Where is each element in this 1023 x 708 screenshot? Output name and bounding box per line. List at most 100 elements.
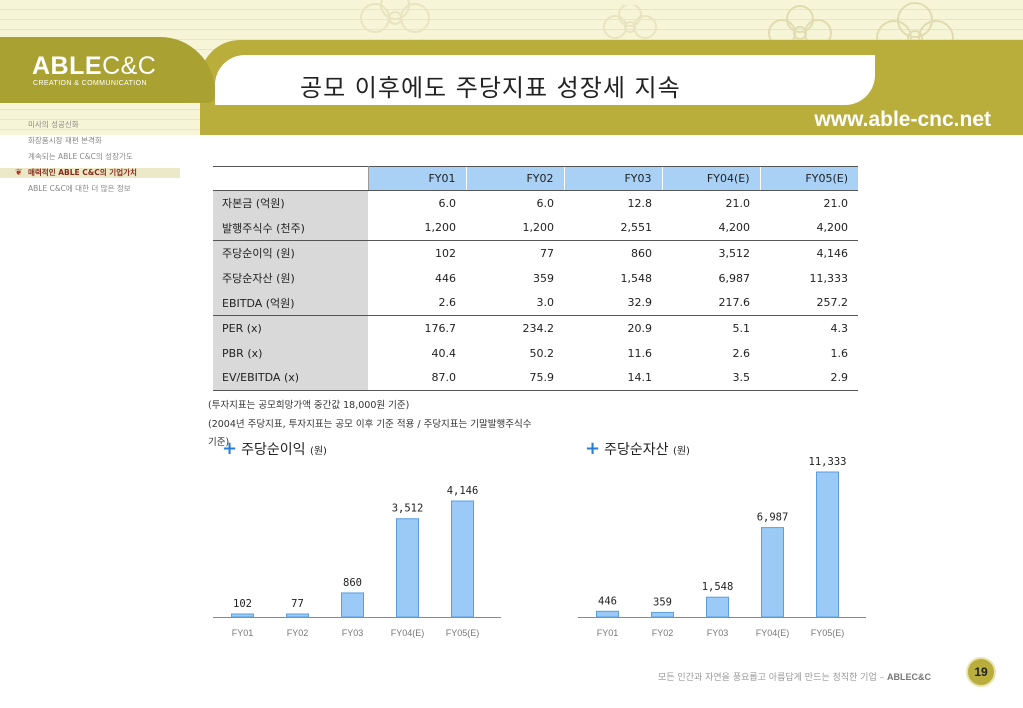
data-label: 446 [598, 595, 617, 607]
row-label: 주당순자산 (원) [213, 265, 368, 291]
x-tick-label: FY02 [652, 628, 674, 638]
data-label: 77 [291, 598, 304, 610]
data-label: 4,146 [447, 485, 479, 497]
table-cell: 234.2 [522, 321, 555, 335]
sidebar-item-growth[interactable]: 계속되는 ABLE C&C의 성장가도 [28, 152, 133, 161]
bar-FY01 [231, 613, 254, 618]
x-tick-label: FY01 [232, 628, 254, 638]
column-header: FY01 [368, 166, 466, 191]
table-cell: 20.9 [627, 321, 653, 335]
sidebar-item-market-restructure[interactable]: 화장품시장 재편 본격화 [28, 136, 102, 145]
table-cell: 217.6 [662, 290, 760, 316]
bar-FY01 [596, 610, 619, 618]
sidebar-item-success-story[interactable]: 미사의 성공신화 [28, 120, 79, 129]
table-cell: 1,200 [466, 215, 564, 241]
data-label: 1,548 [702, 581, 734, 593]
bar-FY04(E) [396, 518, 419, 618]
bar-FY05(E) [816, 471, 839, 618]
eps-chart-title: + 주당순이익 (원) [222, 438, 327, 459]
table-cell: 32.9 [564, 290, 662, 316]
table-cell: 87.0 [368, 365, 466, 391]
bps-chart-title: + 주당순자산 (원) [585, 438, 690, 459]
bar-FY04(E) [761, 527, 784, 618]
x-tick-label: FY05(E) [446, 628, 480, 638]
sidebar-nav: 미사의 성공신화 화장품시장 재편 본격화 계속되는 ABLE C&C의 성장가… [0, 117, 180, 197]
table-cell: 2.9 [760, 365, 858, 391]
table-corner-cell [213, 166, 369, 191]
plus-icon: + [585, 438, 601, 459]
table-cell: 860 [631, 246, 652, 260]
table-row: 발행주식수 (천주) 1,200 1,200 2,551 4,200 4,200 [213, 215, 858, 241]
table-cell: 11.6 [627, 346, 653, 360]
data-label: 359 [653, 596, 672, 608]
column-header: FY04(E) [661, 166, 760, 191]
flower-decoration [603, 5, 657, 39]
logo-background [0, 37, 215, 103]
page-number-badge: 19 [966, 657, 996, 687]
data-label: 6,987 [757, 512, 789, 524]
eps-bar-chart: 102 FY01 77 FY02 860 FY03 3,512 FY04(E) 4,146 FY0… [213, 485, 501, 638]
table-cell: 77 [540, 246, 554, 260]
table-cell: 1,200 [368, 215, 466, 241]
data-label: 11,333 [809, 456, 847, 468]
data-label: 3,512 [392, 503, 424, 515]
row-label: 발행주식수 (천주) [213, 215, 368, 241]
bar-FY03 [706, 596, 729, 618]
table-cell: 176.7 [424, 321, 457, 335]
table-cell: 359 [533, 271, 554, 285]
sidebar-item-more-info[interactable]: ABLE C&C에 대한 더 많은 정보 [28, 184, 131, 193]
website-link[interactable]: www.able-cnc.net [814, 108, 991, 131]
table-cell: 21.0 [725, 196, 751, 210]
row-label: 주당순이익 (원) [213, 240, 368, 266]
sidebar-item-corporate-value[interactable]: 매력적인 ABLE C&C의 기업가치 [0, 165, 180, 181]
table-cell: 6.0 [438, 196, 457, 210]
logo-tagline: CREATION & COMMUNICATION [33, 80, 147, 87]
table-cell: 4,200 [760, 215, 858, 241]
table-cell: 14.1 [564, 365, 662, 391]
table-row: PBR (x) 40.4 50.2 11.6 2.6 1.6 [213, 340, 858, 366]
plus-icon: + [222, 438, 238, 459]
table-cell: 4,146 [816, 246, 849, 260]
table-cell: 102 [435, 246, 456, 260]
row-label: 자본금 (억원) [213, 190, 368, 216]
table-cell: 11,333 [809, 271, 849, 285]
bps-bar-chart: 446 FY01 359 FY02 1,548 FY03 6,987 FY04(E) 11,33… [578, 456, 866, 638]
note-line: (투자지표는 공모희망가액 중간값 18,000원 기준) [208, 400, 410, 411]
row-label: PER (x) [213, 315, 368, 341]
footer-tagline: 모든 인간과 자연을 풍요롭고 아름답게 만드는 정직한 기업 – ABLEC&… [658, 672, 931, 683]
row-label: EBITDA (억원) [213, 290, 368, 316]
bar-FY05(E) [451, 500, 474, 618]
x-tick-label: FY05(E) [811, 628, 845, 638]
table-cell: 4.3 [830, 321, 849, 335]
table-cell: 12.8 [627, 196, 653, 210]
table-cell: 1.6 [830, 346, 849, 360]
bar-FY02 [286, 613, 309, 618]
table-row: EBITDA (억원) 2.6 3.0 32.9 217.6 257.2 [213, 290, 858, 316]
table-cell: 2,551 [564, 215, 662, 241]
bar-FY02 [651, 611, 674, 618]
table-cell: 40.4 [431, 346, 457, 360]
table-cell: 257.2 [760, 290, 858, 316]
table-cell: 2.6 [368, 290, 466, 316]
table-row: PER (x) 176.7 234.2 20.9 5.1 4.3 [213, 315, 858, 341]
x-tick-label: FY03 [707, 628, 729, 638]
x-tick-label: FY02 [287, 628, 309, 638]
flower-decoration [360, 0, 430, 33]
note-line: (2004년 주당지표, 투자지표는 공모 이후 기준 적용 / 주당지표는 기… [208, 419, 532, 430]
page-title: 공모 이후에도 주당지표 성장세 지속 [300, 74, 681, 102]
x-tick-label: FY04(E) [391, 628, 425, 638]
financial-indicators-table: FY01 FY02 FY03 FY04(E) FY05(E) 자본금 (억원) … [213, 166, 858, 391]
x-tick-label: FY03 [342, 628, 364, 638]
data-label: 102 [233, 598, 252, 610]
table-cell: 6,987 [718, 271, 751, 285]
table-cell: 75.9 [466, 365, 564, 391]
table-cell: 3,512 [718, 246, 751, 260]
table-row: 자본금 (억원) 6.0 6.0 12.8 21.0 21.0 [213, 190, 858, 216]
table-cell: 50.2 [529, 346, 555, 360]
note-line: 기준) [208, 437, 230, 448]
row-label: EV/EBITDA (x) [213, 365, 368, 391]
table-cell: 1,548 [620, 271, 653, 285]
table-row: 주당순자산 (원) 446 359 1,548 6,987 11,333 [213, 265, 858, 291]
company-logo[interactable]: ABLEC&C [32, 52, 157, 80]
x-tick-label: FY04(E) [756, 628, 790, 638]
